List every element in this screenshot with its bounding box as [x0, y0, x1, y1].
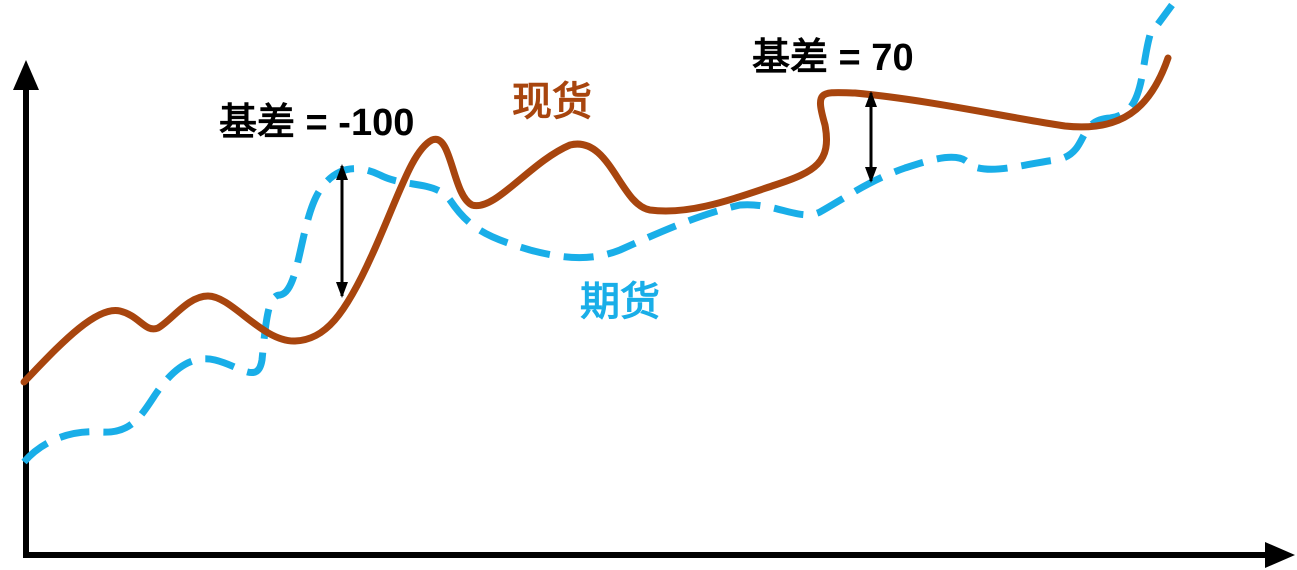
- futures-series-line: [21, 2, 1175, 465]
- y-axis-arrowhead: [13, 60, 39, 90]
- basis-label-right: 基差 = 70: [752, 37, 914, 79]
- futures-series-label: 期货: [580, 280, 660, 324]
- x-axis-arrowhead: [1265, 542, 1295, 568]
- spot-series-line: [20, 54, 1172, 386]
- spot-series-label: 现货: [512, 80, 592, 124]
- basis-label-left: 基差 = -100: [219, 102, 414, 144]
- axes: [13, 60, 1295, 568]
